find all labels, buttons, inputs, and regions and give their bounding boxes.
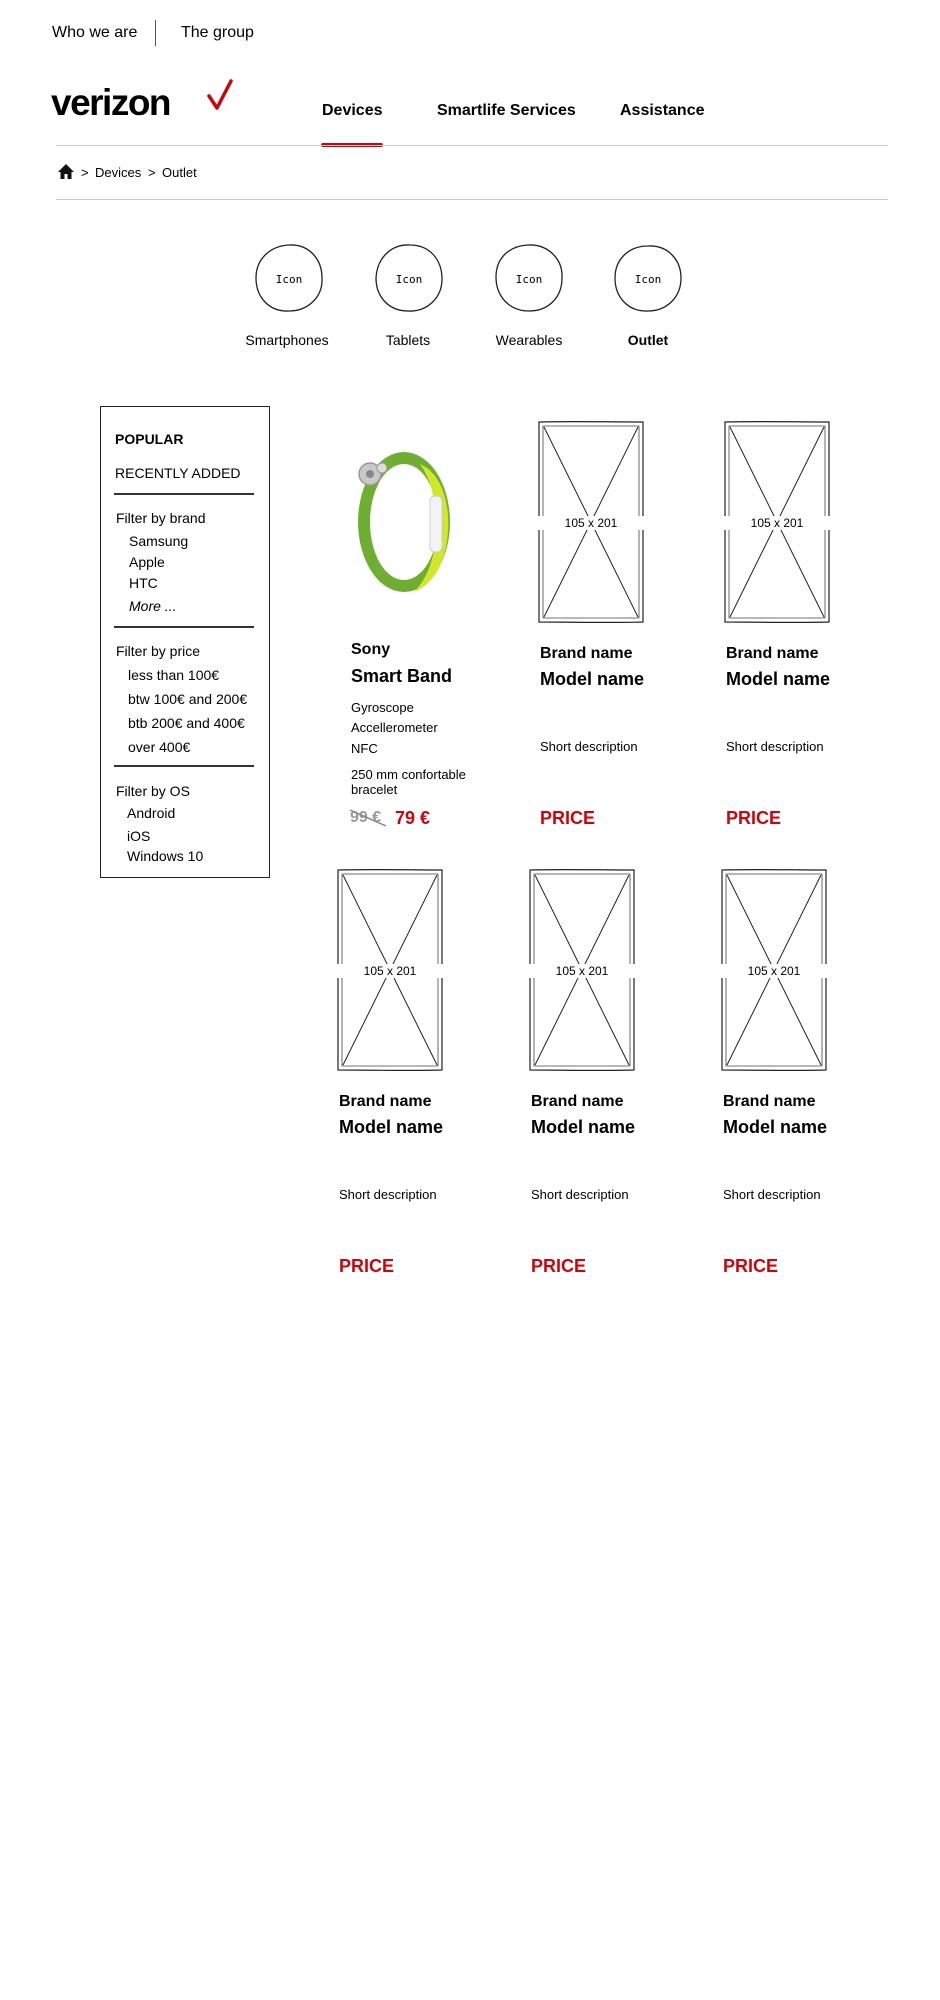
nav-smartlife-services[interactable]: Smartlife Services	[437, 102, 576, 119]
filter-popular[interactable]: POPULAR	[115, 431, 184, 447]
filter-os-ios[interactable]: iOS	[127, 828, 151, 844]
breadcrumb-outlet: Outlet	[162, 165, 197, 180]
filter-recently-added[interactable]: RECENTLY ADDED	[115, 465, 241, 481]
nav-assistance[interactable]: Assistance	[620, 102, 705, 119]
filter-brand-apple[interactable]: Apple	[129, 554, 165, 570]
product-price: PRICE	[531, 1256, 587, 1276]
filter-brand-more[interactable]: More ...	[129, 598, 177, 614]
filter-brand-htc[interactable]: HTC	[129, 575, 158, 591]
featured-spec: Accellerometer	[351, 720, 438, 735]
tablets-icon-placeholder: Icon	[395, 273, 423, 286]
breadcrumb-devices[interactable]: Devices	[95, 165, 142, 180]
strikethrough-mark	[349, 809, 387, 827]
outlet-icon-placeholder: Icon	[634, 273, 662, 286]
filter-divider	[114, 765, 254, 767]
featured-spec: Gyroscope	[351, 700, 414, 715]
placeholder-dimensions: 105 x 201	[337, 964, 443, 978]
product-brand: Brand name	[540, 645, 633, 662]
product-price: PRICE	[540, 808, 596, 828]
product-price: PRICE	[339, 1256, 395, 1276]
nav-devices[interactable]: Devices	[322, 102, 383, 119]
placeholder-dimensions: 105 x 201	[529, 964, 635, 978]
wearables-icon-placeholder: Icon	[515, 273, 543, 286]
breadcrumb-separator: >	[81, 165, 89, 180]
product-model[interactable]: Model name	[540, 669, 645, 689]
product-model[interactable]: Model name	[723, 1117, 828, 1137]
filter-by-price-title: Filter by price	[116, 643, 201, 659]
product-description: Short description	[723, 1187, 821, 1202]
filter-price-under-100[interactable]: less than 100€	[128, 667, 220, 683]
who-we-are-link[interactable]: Who we are	[52, 24, 138, 41]
placeholder-dimensions: 105 x 201	[538, 516, 644, 530]
featured-spec: NFC	[351, 741, 378, 756]
filter-os-android[interactable]: Android	[127, 805, 176, 821]
outlet-category-icon[interactable]	[613, 243, 683, 313]
filter-price-200-400[interactable]: btb 200€ and 400€	[128, 715, 245, 731]
smart-band-product-image[interactable]	[348, 446, 454, 598]
placeholder-dimensions: 105 x 201	[724, 516, 830, 530]
product-price: PRICE	[723, 1256, 779, 1276]
filter-by-brand-title: Filter by brand	[116, 510, 206, 526]
product-model[interactable]: Model name	[339, 1117, 444, 1137]
category-outlet[interactable]: Outlet	[627, 332, 669, 348]
breadcrumb-divider	[56, 199, 888, 200]
tablets-category-icon[interactable]	[374, 243, 444, 313]
featured-spec: 250 mm confortable bracelet	[351, 767, 466, 797]
product-price: PRICE	[726, 808, 782, 828]
product-model[interactable]: Model name	[531, 1117, 636, 1137]
filter-price-over-400[interactable]: over 400€	[128, 739, 191, 755]
product-brand: Brand name	[531, 1093, 624, 1110]
featured-brand: Sony	[351, 641, 391, 658]
category-tablets[interactable]: Tablets	[385, 332, 431, 348]
filter-price-100-200[interactable]: btw 100€ and 200€	[128, 691, 248, 707]
home-icon[interactable]	[57, 163, 75, 180]
product-brand: Brand name	[726, 645, 819, 662]
category-wearables[interactable]: Wearables	[495, 332, 563, 348]
the-group-link[interactable]: The group	[181, 24, 254, 41]
filter-divider	[114, 493, 254, 495]
product-brand: Brand name	[723, 1093, 816, 1110]
breadcrumb-separator: >	[148, 165, 156, 180]
product-description: Short description	[339, 1187, 437, 1202]
smartphones-icon-placeholder: Icon	[275, 273, 303, 286]
featured-model[interactable]: Smart Band	[351, 666, 453, 686]
nav-divider	[56, 145, 888, 146]
filter-panel	[100, 406, 270, 878]
wearables-category-icon[interactable]	[494, 243, 564, 313]
placeholder-dimensions: 105 x 201	[721, 964, 827, 978]
featured-price: 79 €	[395, 808, 431, 828]
logo-text: verizon	[51, 82, 172, 123]
top-link-divider	[155, 20, 156, 46]
breadcrumb	[57, 163, 75, 185]
category-smartphones[interactable]: Smartphones	[245, 332, 329, 348]
product-description: Short description	[726, 739, 824, 754]
filter-os-windows-10[interactable]: Windows 10	[127, 848, 204, 864]
smartphones-category-icon[interactable]	[254, 243, 324, 313]
product-description: Short description	[531, 1187, 629, 1202]
product-model[interactable]: Model name	[726, 669, 831, 689]
verizon-logo[interactable]: verizon	[51, 79, 233, 123]
product-brand: Brand name	[339, 1093, 432, 1110]
filter-by-os-title: Filter by OS	[116, 783, 190, 799]
filter-brand-samsung[interactable]: Samsung	[129, 533, 189, 549]
logo-checkmark-icon	[207, 79, 233, 110]
filter-divider	[114, 626, 254, 628]
product-description: Short description	[540, 739, 638, 754]
